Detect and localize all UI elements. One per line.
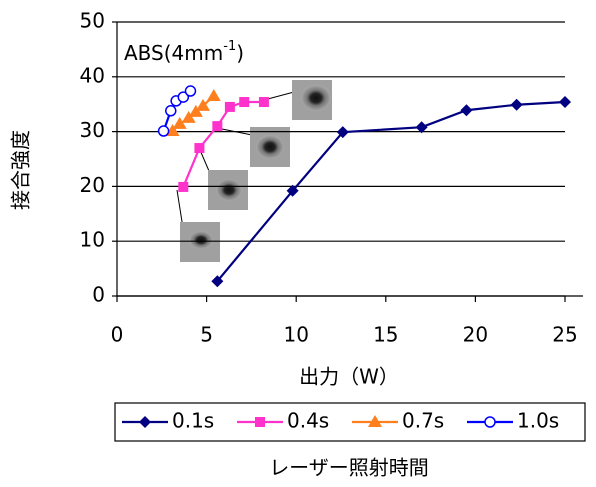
legend-label: 0.7s xyxy=(402,409,444,433)
x-tick-label: 5 xyxy=(200,323,213,347)
marker xyxy=(157,125,170,137)
legend-label: 0.1s xyxy=(172,409,214,433)
legend-marker xyxy=(255,417,265,427)
y-tick-label: 0 xyxy=(92,283,105,307)
marker xyxy=(196,98,211,111)
marker xyxy=(178,181,189,192)
y-tick-label: 50 xyxy=(80,9,105,33)
x-tick-label: 15 xyxy=(373,323,398,347)
annotation-superscript: -1 xyxy=(223,39,236,54)
inset-images xyxy=(176,80,332,262)
y-tick-label: 10 xyxy=(80,228,105,252)
x-axis-label: 出力（W） xyxy=(299,365,399,389)
legend-label: 0.4s xyxy=(287,409,329,433)
x-tick-label: 20 xyxy=(463,323,488,347)
marker xyxy=(212,121,223,132)
y-tick-label: 30 xyxy=(80,118,105,142)
marker xyxy=(239,97,250,108)
marker xyxy=(165,105,177,117)
y-axis-label: 接合強度 xyxy=(9,130,33,210)
marker xyxy=(224,101,235,112)
marker xyxy=(206,88,221,101)
x-tick-label: 10 xyxy=(283,323,308,347)
marker xyxy=(211,275,224,288)
inset-spot xyxy=(216,179,242,201)
marker xyxy=(460,104,473,117)
marker xyxy=(184,85,197,97)
inset-spot xyxy=(301,85,331,111)
marker xyxy=(559,96,571,109)
x-tick-label: 25 xyxy=(552,323,577,347)
legend-box xyxy=(114,402,586,442)
marker xyxy=(181,110,196,123)
annotation-text: ABS(4mm xyxy=(124,41,223,65)
marker xyxy=(165,124,180,137)
inset-spot xyxy=(256,135,284,159)
marker xyxy=(258,97,269,108)
leader-line xyxy=(263,91,295,101)
y-tick-label: 20 xyxy=(80,173,105,197)
marker xyxy=(415,121,428,134)
marker xyxy=(286,184,299,197)
y-tick-label: 40 xyxy=(80,63,105,87)
legend-title: レーザー照射時間 xyxy=(269,456,429,480)
legend-marker xyxy=(139,416,151,428)
annotation: ABS(4mm-1) xyxy=(124,39,244,65)
marker xyxy=(188,104,203,117)
marker xyxy=(177,91,190,103)
x-tick-label: 0 xyxy=(111,323,124,347)
marker xyxy=(172,116,187,129)
inset-spot xyxy=(189,231,213,249)
leader-line xyxy=(176,189,184,229)
legend-label: 1.0s xyxy=(517,409,559,433)
marker xyxy=(510,98,523,111)
legend-marker xyxy=(368,415,382,427)
annotation-suffix: ) xyxy=(236,41,244,65)
marker xyxy=(194,143,205,154)
legend-marker xyxy=(484,416,496,428)
marker xyxy=(336,126,349,139)
